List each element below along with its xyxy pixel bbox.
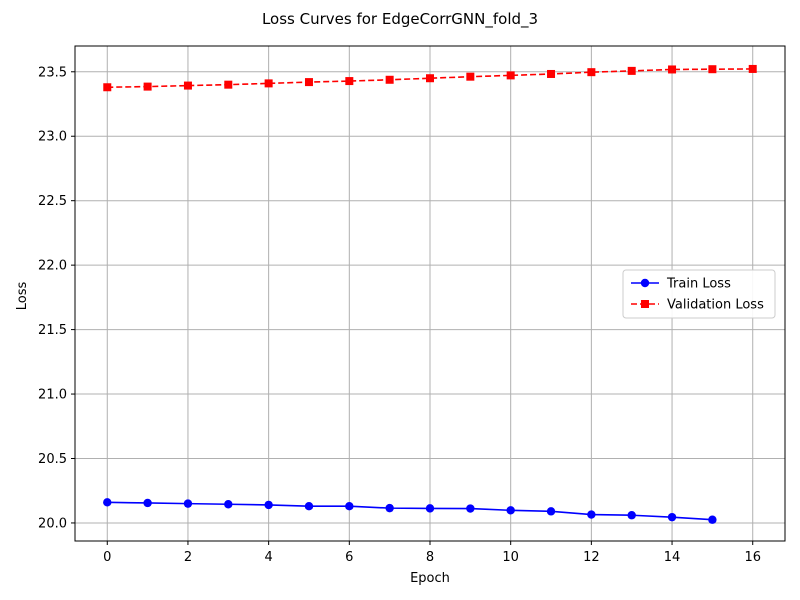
x-tick-label: 10 (502, 550, 519, 565)
data-point-validation-loss (708, 65, 717, 74)
y-tick-label: 20.5 (38, 452, 67, 467)
x-tick-label: 8 (426, 550, 434, 565)
data-point-validation-loss (587, 68, 596, 77)
y-tick-label: 23.5 (38, 65, 67, 80)
data-point-train-loss (708, 515, 717, 524)
x-axis-label: Epoch (410, 571, 450, 586)
data-point-train-loss (264, 500, 273, 510)
x-tick-label: 2 (184, 550, 192, 565)
x-tick-label: 12 (583, 550, 600, 565)
x-axis-ticks: 0 2 4 6 8 10 12 14 16 (103, 541, 761, 565)
legend-item-train-loss: Train Loss (631, 277, 731, 292)
data-point-validation-loss (748, 64, 757, 73)
data-point-train-loss (385, 503, 394, 513)
data-point-train-loss (587, 510, 596, 519)
data-point-validation-loss (345, 77, 354, 86)
legend-label: Validation Loss (667, 298, 764, 313)
y-tick-label: 22.5 (38, 194, 67, 209)
data-point-validation-loss (224, 80, 233, 89)
legend: Train Loss Validation Loss (622, 269, 776, 319)
data-point-validation-loss (466, 72, 475, 81)
y-axis-ticks: 20.0 20.5 21.0 21.5 22.0 22.5 23.0 23.5 (38, 65, 75, 531)
grid-lines (75, 46, 785, 541)
x-tick-label: 0 (103, 550, 111, 565)
legend-item-validation-loss: Validation Loss (631, 298, 764, 313)
data-point-validation-loss (668, 65, 677, 74)
y-tick-label: 21.0 (38, 388, 67, 403)
chart-title: Loss Curves for EdgeCorrGNN_fold_3 (262, 10, 538, 29)
y-tick-label: 21.5 (38, 323, 67, 338)
y-tick-label: 20.0 (38, 516, 67, 531)
legend-box (622, 269, 776, 319)
data-point-train-loss (183, 499, 193, 508)
y-tick-label: 23.0 (38, 130, 67, 145)
x-tick-label: 4 (264, 550, 272, 565)
series-layer (103, 64, 757, 524)
data-point-train-loss (143, 498, 152, 508)
data-point-validation-loss (103, 83, 112, 92)
legend-label: Train Loss (666, 277, 731, 292)
data-point-train-loss (224, 500, 233, 509)
legend-swatch-marker (641, 300, 649, 308)
data-point-train-loss (546, 507, 556, 516)
data-point-validation-loss (385, 75, 394, 84)
data-point-validation-loss (627, 66, 636, 75)
x-tick-label: 14 (664, 550, 681, 565)
series-validation-loss (103, 64, 757, 92)
data-point-train-loss (425, 504, 435, 513)
data-point-validation-loss (506, 71, 515, 80)
y-tick-label: 22.0 (38, 259, 67, 274)
data-point-train-loss (304, 501, 314, 511)
x-tick-label: 16 (744, 550, 761, 565)
data-point-train-loss (103, 498, 112, 507)
x-tick-label: 6 (345, 550, 353, 565)
legend-swatch-marker (640, 278, 650, 288)
data-point-validation-loss (426, 74, 434, 83)
data-point-validation-loss (304, 78, 313, 87)
data-point-validation-loss (143, 82, 152, 91)
data-point-train-loss (506, 506, 515, 515)
data-point-validation-loss (183, 81, 192, 90)
series-train-loss (103, 498, 717, 524)
series-line-train-loss (107, 501, 713, 521)
data-point-train-loss (627, 511, 636, 520)
data-point-validation-loss (547, 69, 556, 78)
data-point-train-loss (345, 501, 354, 511)
data-point-train-loss (466, 504, 475, 513)
data-point-train-loss (667, 512, 677, 522)
data-point-validation-loss (264, 79, 273, 88)
y-axis-label: Loss (15, 282, 30, 311)
